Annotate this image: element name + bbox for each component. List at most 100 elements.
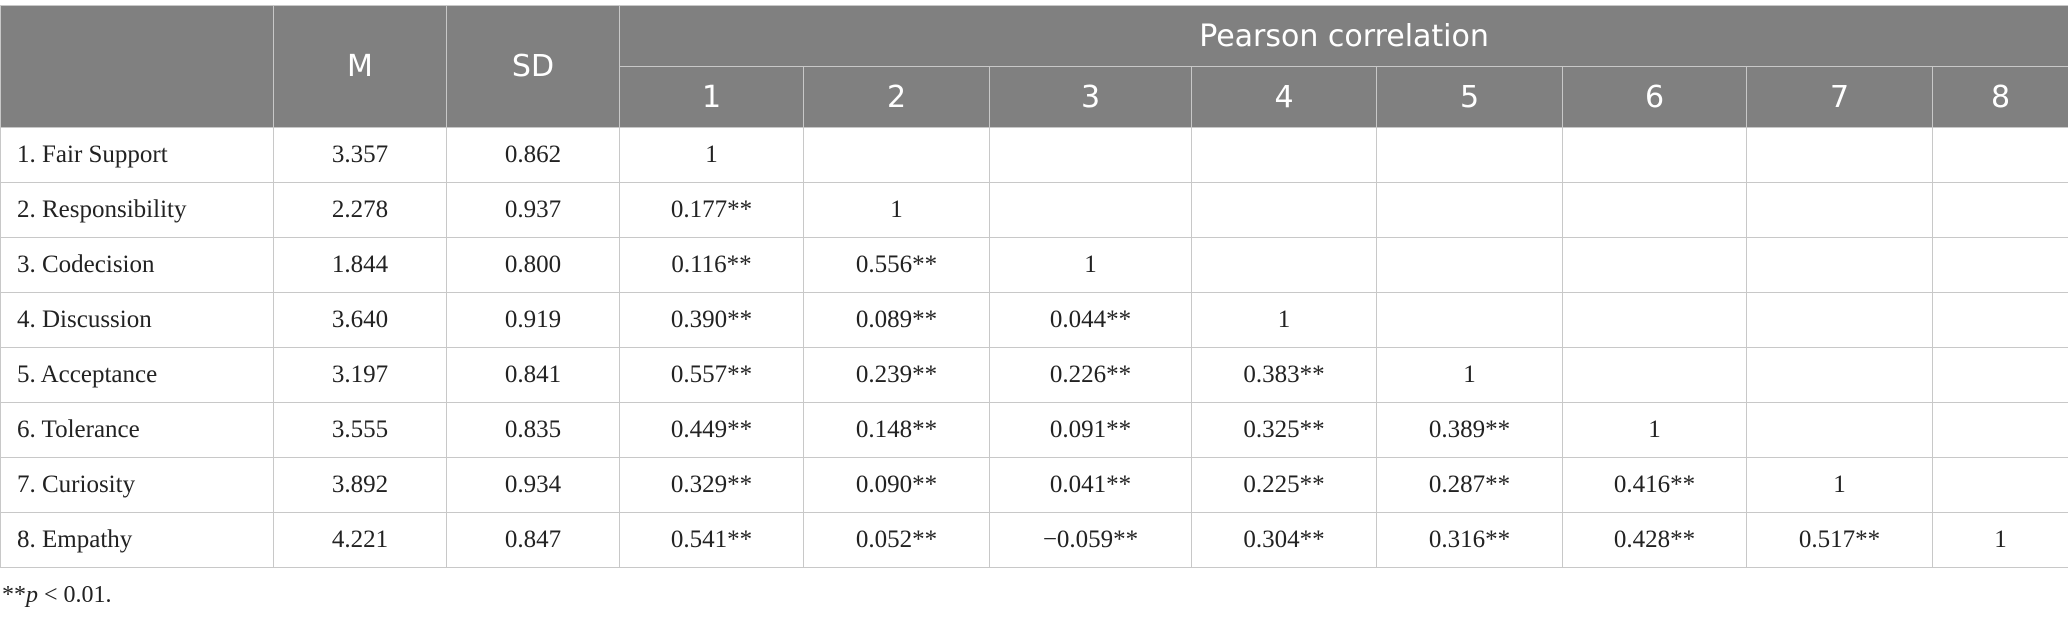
correlation-cell: 0.390** [619,292,804,348]
row-label: 1. Fair Support [0,127,274,183]
empty-cell [1562,127,1747,183]
correlation-cell: 0.148** [803,402,990,458]
header-row: M SD Pearson correlation [0,5,2068,128]
correlation-cell: 0.325** [1191,402,1377,458]
row-label: 4. Discussion [0,292,274,348]
mean-cell: 1.844 [273,237,447,293]
empty-cell [1376,127,1563,183]
empty-cell [1746,292,1933,348]
table-row: 8. Empathy 4.221 0.847 0.541** 0.052** −0.059… [0,512,2068,568]
correlation-cell: 0.041** [989,457,1192,513]
correlation-cell: 0.226** [989,347,1192,403]
sd-cell: 0.847 [446,512,620,568]
empty-cell [1191,127,1377,183]
column-number: 8 [1931,66,2068,128]
correlation-cell: 1 [1191,292,1377,348]
correlation-cell: 1 [1562,402,1747,458]
correlation-cell: −0.059** [989,512,1192,568]
row-label: 7. Curiosity [0,457,274,513]
correlation-cell: 1 [1376,347,1563,403]
empty-cell [1376,182,1563,238]
mean-cell: 4.221 [273,512,447,568]
column-header: SD [446,5,620,128]
row-label: 8. Empathy [0,512,274,568]
column-number: 7 [1746,66,1933,128]
sd-cell: 0.800 [446,237,620,293]
empty-cell [1746,347,1933,403]
correlation-cell: 1 [803,182,990,238]
row-label: 5. Acceptance [0,347,274,403]
corner-cell [0,5,274,128]
mean-cell: 3.197 [273,347,447,403]
empty-cell [1931,182,2068,238]
table-body: 1. Fair Support 3.357 0.862 1 2. Responsibil… [0,127,2068,568]
table-header: M SD Pearson correlation 1 2 3 4 5 6 7 8 [0,5,2068,128]
column-number: 5 [1376,66,1563,128]
correlation-table: M SD Pearson correlation 1 2 3 4 5 6 7 8 1. Fair S… [0,5,2068,568]
correlation-cell: 0.304** [1191,512,1377,568]
correlation-cell: 0.428** [1562,512,1747,568]
correlation-cell: 0.389** [1376,402,1563,458]
mean-cell: 2.278 [273,182,447,238]
sd-cell: 0.835 [446,402,620,458]
correlation-cell: 1 [619,127,804,183]
table-row: 7. Curiosity 3.892 0.934 0.329** 0.090** 0.04… [0,457,2068,513]
empty-cell [1562,292,1747,348]
mean-cell: 3.357 [273,127,447,183]
sd-cell: 0.841 [446,347,620,403]
empty-cell [1931,457,2068,513]
sd-cell: 0.862 [446,127,620,183]
table-row: 4. Discussion 3.640 0.919 0.390** 0.089** 0.0… [0,292,2068,348]
sd-cell: 0.937 [446,182,620,238]
empty-cell [1562,182,1747,238]
column-number: 1 [619,66,804,128]
empty-cell [1746,237,1933,293]
footnote: **p < 0.01. [2,582,112,609]
empty-cell [1931,292,2068,348]
correlation-cell: 0.449** [619,402,804,458]
correlation-cell: 0.090** [803,457,990,513]
correlation-cell: 1 [1746,457,1933,513]
correlation-cell: 0.541** [619,512,804,568]
mean-cell: 3.640 [273,292,447,348]
correlation-cell: 0.089** [803,292,990,348]
empty-cell [989,182,1192,238]
correlation-cell: 0.517** [1746,512,1933,568]
empty-cell [1931,402,2068,458]
empty-cell [1746,127,1933,183]
correlation-cell: 0.416** [1562,457,1747,513]
empty-cell [1931,237,2068,293]
empty-cell [1931,347,2068,403]
table-row: 3. Codecision 1.844 0.800 0.116** 0.556** 1 [0,237,2068,293]
row-label: 3. Codecision [0,237,274,293]
mean-cell: 3.892 [273,457,447,513]
table-row: 5. Acceptance 3.197 0.841 0.557** 0.239** 0.2… [0,347,2068,403]
correlation-cell: 0.091** [989,402,1192,458]
correlation-cell: 0.316** [1376,512,1563,568]
correlation-cell: 0.556** [803,237,990,293]
empty-cell [1931,127,2068,183]
correlation-cell: 0.116** [619,237,804,293]
footnote-italic: p [26,582,38,608]
table-row: 2. Responsibility 2.278 0.937 0.177** 1 [0,182,2068,238]
correlation-cell: 0.044** [989,292,1192,348]
correlation-cell: 0.177** [619,182,804,238]
sd-cell: 0.919 [446,292,620,348]
table-row: 1. Fair Support 3.357 0.862 1 [0,127,2068,183]
correlation-cell: 0.383** [1191,347,1377,403]
footnote-text: < 0.01. [44,582,112,608]
correlation-cell: 0.239** [803,347,990,403]
column-number: 4 [1191,66,1377,128]
correlation-cell: 1 [989,237,1192,293]
table-row: 6. Tolerance 3.555 0.835 0.449** 0.148** 0.09… [0,402,2068,458]
sd-cell: 0.934 [446,457,620,513]
empty-cell [1376,237,1563,293]
empty-cell [989,127,1192,183]
column-number: 3 [989,66,1192,128]
correlation-cell: 0.287** [1376,457,1563,513]
empty-cell [1376,292,1563,348]
correlation-cell: 1 [1931,512,2068,568]
empty-cell [1191,237,1377,293]
